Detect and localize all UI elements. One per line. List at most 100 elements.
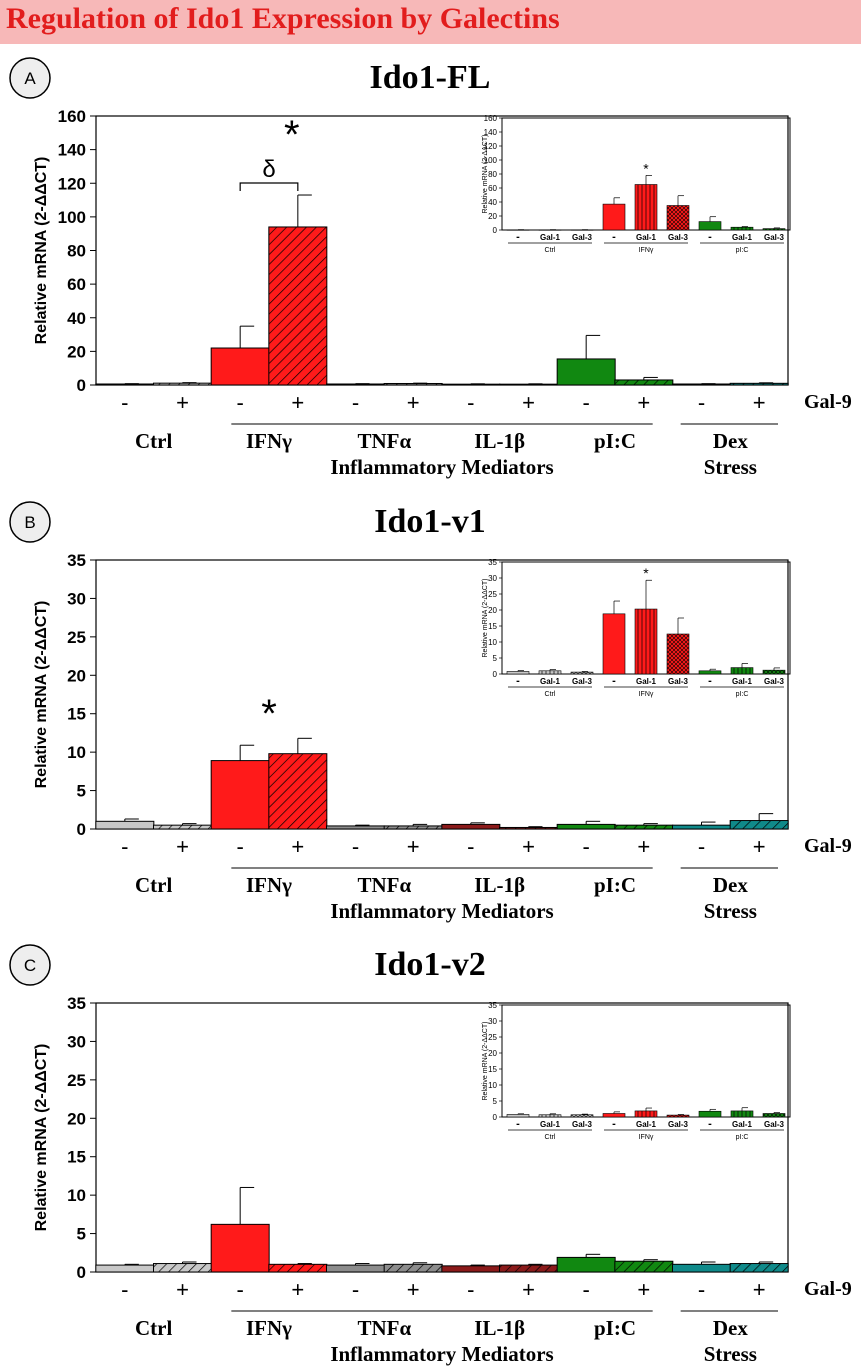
- group-label: pI:C: [594, 429, 636, 453]
- y-tick-label: 140: [58, 141, 86, 160]
- group-label: TNFα: [357, 429, 411, 453]
- y-axis-label: Relative mRNA (2-ΔΔCT): [33, 601, 50, 789]
- bar: [326, 1264, 385, 1273]
- inset-y-tick-label: 25: [488, 1033, 497, 1042]
- inset-bar: [602, 613, 626, 675]
- bar: [95, 820, 155, 830]
- group-label: Ctrl: [135, 429, 172, 453]
- bar: [153, 1263, 212, 1273]
- sign-label: -: [352, 390, 359, 415]
- inset-group-label: IFNγ: [639, 1134, 654, 1141]
- sign-label: +: [291, 390, 304, 415]
- inset-y-tick-label: 20: [488, 606, 497, 615]
- y-tick-label: 0: [77, 820, 86, 839]
- bar: [95, 1264, 155, 1273]
- inset-group-label: IFNγ: [639, 247, 654, 254]
- inset-bar: [634, 608, 658, 675]
- inset-category-label: Gal-1: [732, 677, 753, 686]
- inset-y-tick-label: 10: [488, 1081, 497, 1090]
- inset-category-label: Gal-1: [636, 1120, 657, 1129]
- bar: [153, 382, 212, 386]
- group-label: Dex: [713, 1316, 748, 1340]
- group-caption: Inflammatory Mediators: [330, 899, 553, 923]
- y-tick-label: 120: [58, 174, 86, 193]
- inset-category-label: -: [708, 675, 712, 687]
- treatment-label: Gal-9: [804, 835, 852, 857]
- sign-label: +: [522, 834, 535, 859]
- inset-significance-star: *: [643, 160, 649, 176]
- sign-label: -: [237, 390, 244, 415]
- y-tick-label: 10: [67, 743, 86, 762]
- significance-star: *: [284, 113, 300, 157]
- bar: [499, 826, 558, 830]
- bar: [210, 347, 270, 386]
- sign-label: +: [522, 390, 535, 415]
- bar: [499, 1264, 558, 1273]
- bar: [326, 825, 385, 830]
- inset-bar: [698, 221, 722, 231]
- panel-b-chart: B Ido1-v1 0 5 10 15 20 25 30 35 Relative mRNA (2-Δ…: [9, 501, 852, 923]
- inset-category-label: Gal-1: [540, 1120, 561, 1129]
- inset-y-tick-label: 35: [488, 1001, 497, 1010]
- inset-group-label: Ctrl: [545, 691, 556, 698]
- sign-label: +: [407, 390, 420, 415]
- inset-frame: [501, 1004, 791, 1118]
- inset-y-tick-label: 40: [488, 198, 497, 207]
- y-tick-label: 25: [67, 1071, 86, 1090]
- group-label: TNFα: [357, 873, 411, 897]
- inset-y-tick-label: 100: [484, 156, 498, 165]
- sign-label: +: [753, 1277, 766, 1302]
- y-tick-label: 20: [67, 342, 86, 361]
- inset-y-tick-label: 25: [488, 590, 497, 599]
- inset-category-label: Gal-3: [572, 1120, 593, 1129]
- y-axis-label: Relative mRNA (2-ΔΔCT): [33, 1044, 50, 1232]
- inset-category-label: Gal-3: [764, 233, 785, 242]
- treatment-label: Gal-9: [804, 1278, 852, 1300]
- inset-y-tick-label: 5: [493, 1097, 498, 1106]
- inset-y-tick-label: 20: [488, 1049, 497, 1058]
- inset-bar: [666, 205, 690, 231]
- sign-label: -: [237, 834, 244, 859]
- bar: [268, 753, 328, 830]
- inset-category-label: Gal-3: [668, 1120, 689, 1129]
- panel-a-chart: A Ido1-FL 0 20 40 60 80 100 120 140 160 Relative mR…: [9, 57, 852, 479]
- figure-title: Regulation of Ido1 Expression by Galecti…: [6, 2, 560, 35]
- y-tick-label: 0: [77, 1263, 86, 1282]
- sign-label: -: [698, 1277, 705, 1302]
- group-sublabel: Stress: [704, 1342, 757, 1366]
- inset-group-label: Ctrl: [545, 247, 556, 254]
- bar: [729, 820, 789, 830]
- chart-title: Ido1-FL: [370, 59, 491, 96]
- inset-y-label: Relative mRNA (2-ΔΔCT): [482, 1022, 489, 1101]
- y-tick-label: 15: [67, 1148, 86, 1167]
- group-label: TNFα: [357, 1316, 411, 1340]
- inset-bar: [570, 671, 594, 675]
- delta-marker: δ: [262, 156, 275, 183]
- title-banner: Regulation of Ido1 Expression by Galecti…: [0, 0, 861, 44]
- sign-label: +: [176, 390, 189, 415]
- inset-category-label: Gal-1: [540, 233, 561, 242]
- inset-bar: [730, 667, 754, 675]
- chart-title: Ido1-v2: [374, 946, 485, 983]
- bar: [556, 358, 616, 386]
- plot-frame: [95, 1002, 789, 1273]
- sign-label: +: [291, 834, 304, 859]
- bar: [614, 379, 674, 386]
- chart-title: Ido1-v1: [374, 503, 485, 540]
- y-tick-label: 30: [67, 1032, 86, 1051]
- y-tick-label: 35: [67, 994, 86, 1013]
- group-sublabel: Stress: [704, 455, 757, 479]
- bar: [614, 824, 674, 830]
- group-label: Dex: [713, 429, 748, 453]
- y-tick-label: 80: [67, 242, 86, 261]
- sign-label: +: [407, 1277, 420, 1302]
- inset-y-tick-label: 0: [493, 1113, 498, 1122]
- bar: [441, 1265, 501, 1273]
- panel-letter: B: [24, 513, 35, 532]
- inset-bar: [538, 670, 562, 675]
- inset-bar: [730, 1110, 754, 1118]
- bar: [729, 382, 789, 386]
- y-tick-label: 20: [67, 666, 86, 685]
- bar: [672, 824, 731, 830]
- bar: [383, 1263, 443, 1273]
